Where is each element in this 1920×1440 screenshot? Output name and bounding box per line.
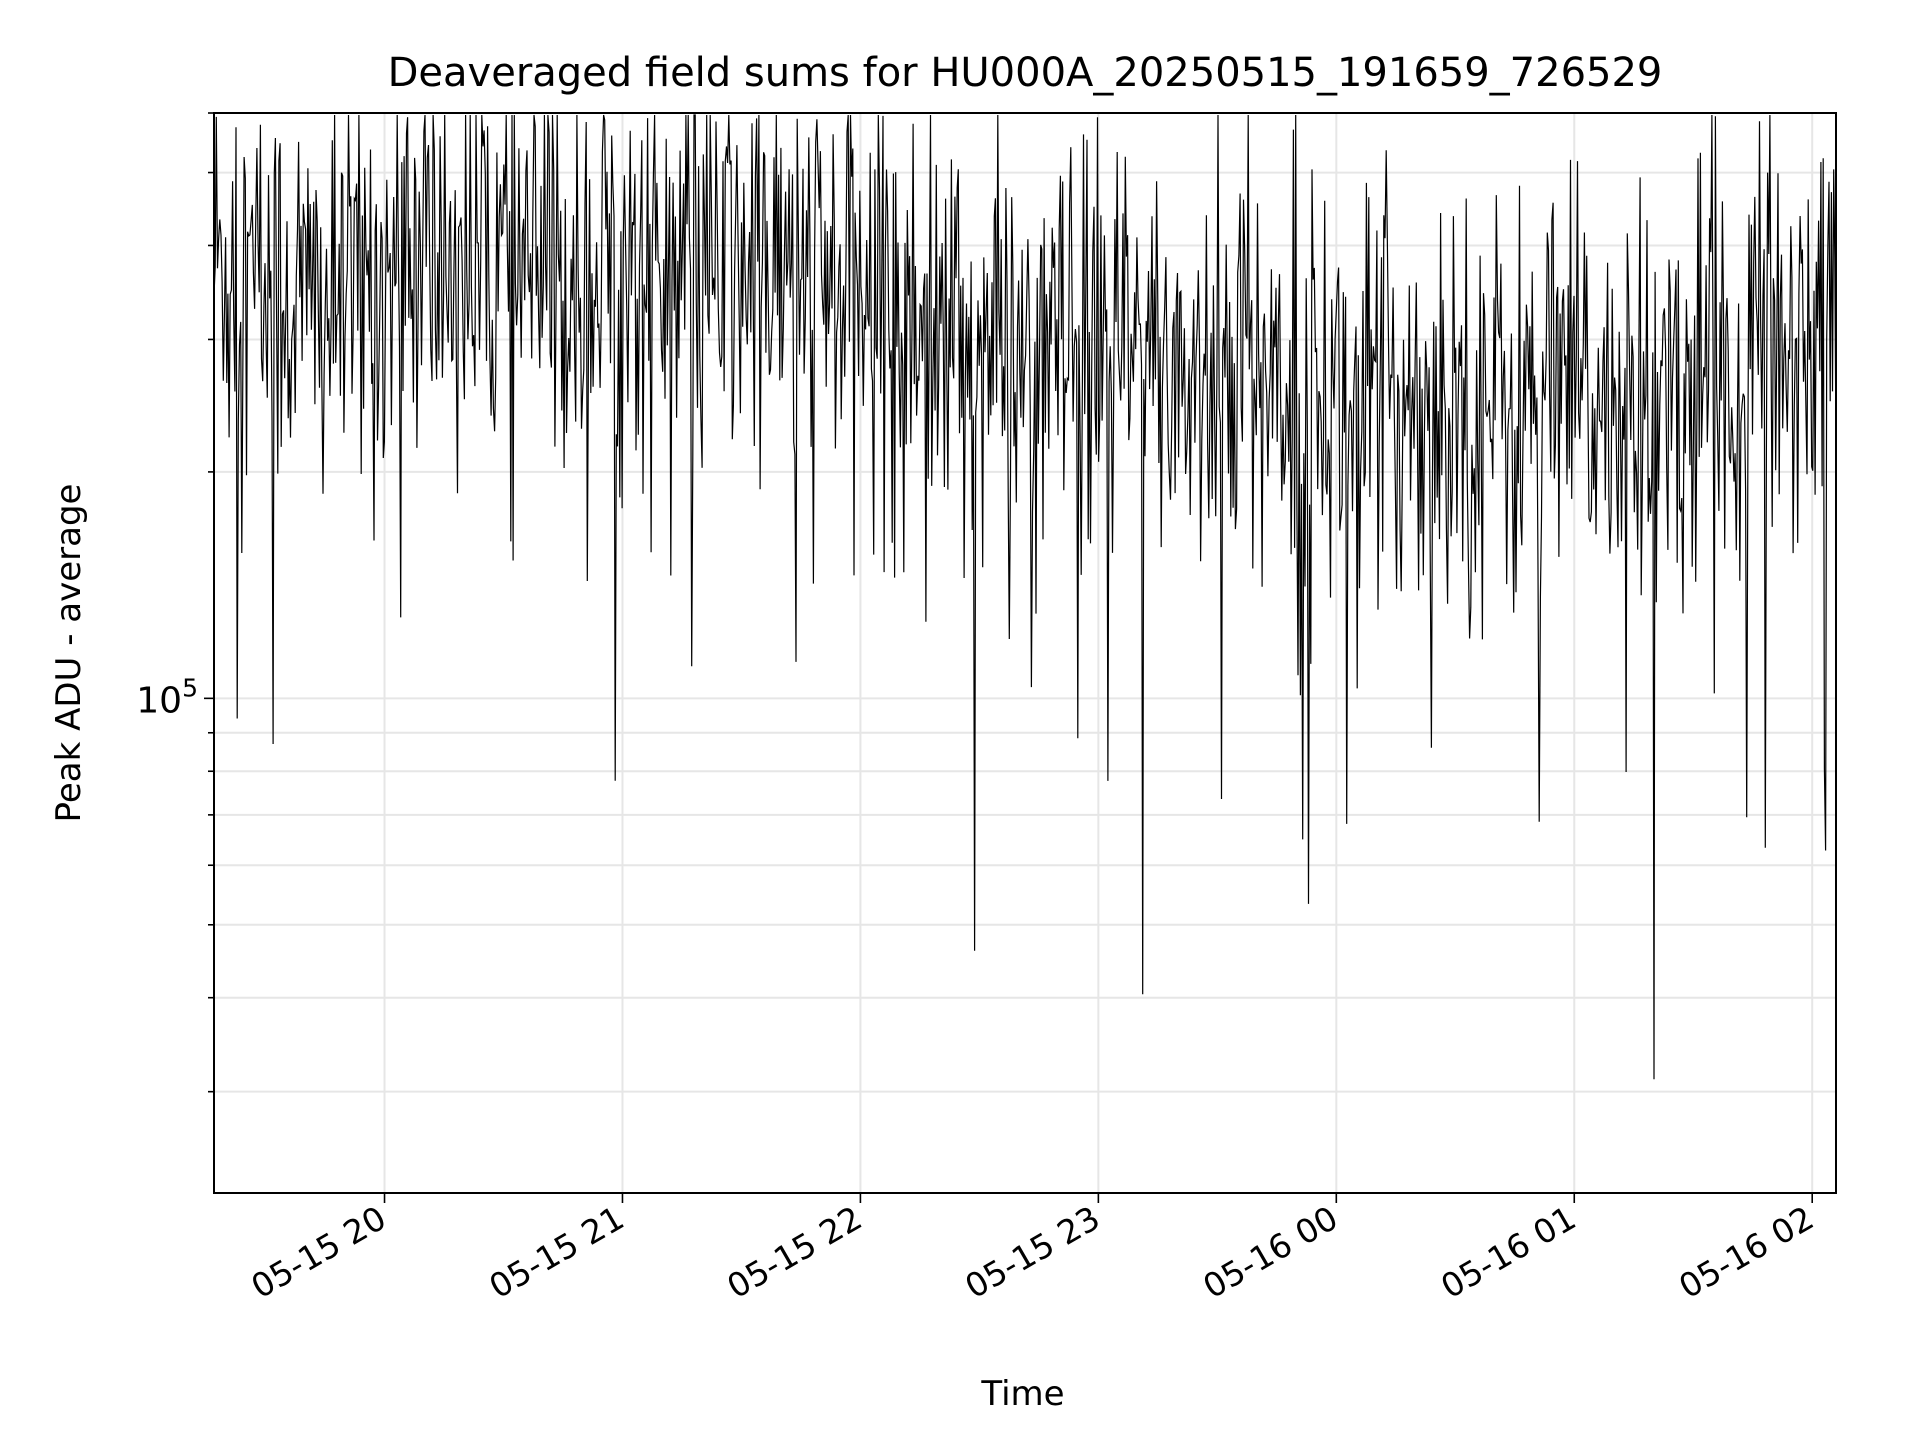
y-tick-label: 105 [136, 673, 198, 721]
x-tick-label: 05-15 21 [482, 1198, 630, 1306]
axes [213, 112, 1837, 1194]
y-tick-label-exponent: 5 [182, 673, 198, 702]
x-tick-label: 05-16 01 [1434, 1198, 1582, 1306]
y-tick-label-base: 10 [136, 680, 182, 721]
x-tick-label: 05-16 02 [1672, 1198, 1820, 1306]
x-tick-label: 05-15 23 [958, 1198, 1106, 1306]
x-tick-label: 05-16 00 [1196, 1198, 1344, 1306]
grid [214, 112, 1836, 1193]
x-tick-label: 05-15 20 [245, 1198, 393, 1306]
x-tick-label: 05-15 22 [720, 1198, 868, 1306]
series-line [213, 114, 1837, 1080]
plot-area [213, 114, 1837, 1080]
x-axis-label: Time [980, 1374, 1064, 1414]
axes-frame [213, 112, 1837, 1194]
ticks: 05-15 20 05-15 21 05-15 22 05-15 23 05-16 00… [136, 112, 1820, 1306]
y-axis-label: Peak ADU - average [49, 484, 89, 823]
chart-title: Deaveraged field sums for HU000A_2025051… [388, 50, 1663, 96]
